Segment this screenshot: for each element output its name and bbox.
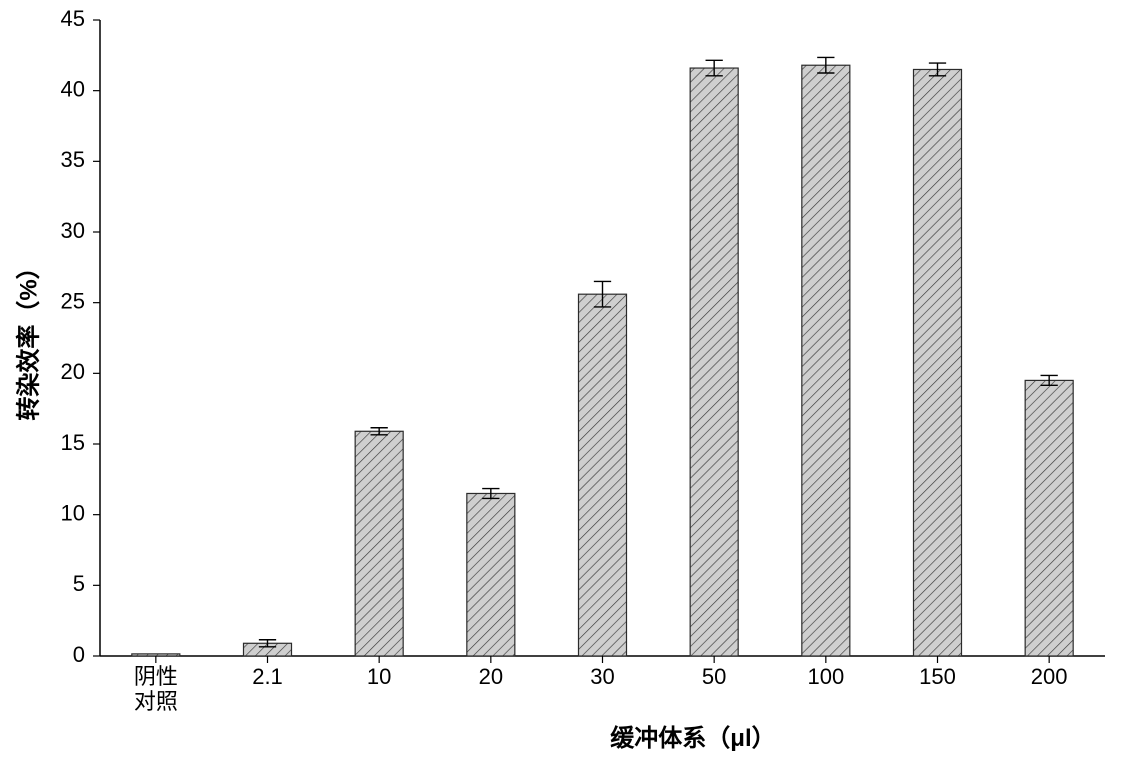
x-tick-label: 20 xyxy=(479,664,503,689)
y-tick-label: 35 xyxy=(61,147,85,172)
chart-container: 0 5 10 15 20 25 30 35 40 45 阴性对照 2.1 10 20 30 50 100 150 2… xyxy=(0,0,1122,780)
x-tick-label: 50 xyxy=(702,664,726,689)
y-tick-label: 5 xyxy=(73,571,85,596)
bar-chart: 0 5 10 15 20 25 30 35 40 45 阴性对照 2.1 10 20 30 50 100 150 2… xyxy=(0,0,1122,780)
bar xyxy=(355,431,403,656)
bar xyxy=(802,65,850,656)
y-tick-label: 25 xyxy=(61,288,85,313)
y-axis-label: 转染效率（%） xyxy=(9,255,44,420)
x-axis-label: 缓冲体系（μl） xyxy=(281,718,1105,753)
x-tick-label: 200 xyxy=(1031,664,1068,689)
x-tick-label: 2.1 xyxy=(252,664,283,689)
bar xyxy=(132,654,180,656)
bar xyxy=(578,294,626,656)
x-tick-label: 150 xyxy=(919,664,956,689)
x-tick-label: 10 xyxy=(367,664,391,689)
y-tick-label: 45 xyxy=(61,6,85,31)
y-tick-label: 0 xyxy=(73,642,85,667)
x-tick-label: 30 xyxy=(590,664,614,689)
bar xyxy=(467,493,515,656)
x-tick-label: 阴性对照 xyxy=(134,664,178,714)
y-tick-label: 30 xyxy=(61,218,85,243)
x-tick-label: 100 xyxy=(807,664,844,689)
bar xyxy=(913,69,961,656)
y-tick-label: 15 xyxy=(61,430,85,455)
y-tick-label: 10 xyxy=(61,500,85,525)
bar xyxy=(1025,380,1073,656)
bar xyxy=(690,68,738,656)
y-tick-label: 40 xyxy=(61,76,85,101)
y-tick-label: 20 xyxy=(61,359,85,384)
